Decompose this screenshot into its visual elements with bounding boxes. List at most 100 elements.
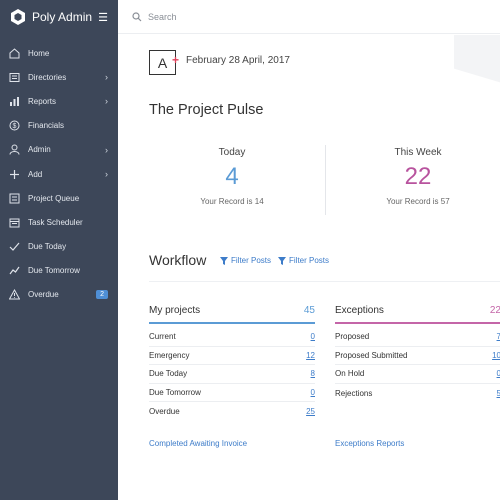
sidebar-item-directories[interactable]: Directories › xyxy=(0,65,118,89)
current-date: February 28 April, 2017 xyxy=(186,55,290,66)
sidebar-item-label: Project Queue xyxy=(28,193,80,203)
filter-posts-button[interactable]: Filter Posts xyxy=(220,256,271,265)
main-content: A + February 28 April, 2017 The Project … xyxy=(118,35,500,500)
sidebar-item-admin[interactable]: Admin › xyxy=(0,138,118,162)
sidebar-item-due-today[interactable]: Due Today xyxy=(0,235,118,259)
sidebar-item-reports[interactable]: Reports › xyxy=(0,89,118,113)
sidebar-item-label: Home xyxy=(28,48,50,58)
sidebar-item-label: Admin xyxy=(28,145,51,155)
sidebar-item-label: Due Tomorrow xyxy=(28,266,80,276)
panel-count: 45 xyxy=(303,304,315,316)
row-label: Proposed xyxy=(335,332,370,342)
table-row: Rejections 5 xyxy=(335,384,500,403)
sidebar-item-overdue[interactable]: Overdue 2 xyxy=(0,283,118,307)
row-value-link[interactable]: 25 xyxy=(306,407,315,417)
grade-badge: A + xyxy=(149,50,179,75)
sidebar-item-label: Directories xyxy=(28,72,67,82)
row-value-link[interactable]: 0 xyxy=(310,388,315,398)
completed-awaiting-invoice-link[interactable]: Completed Awaiting Invoice xyxy=(149,439,248,448)
sidebar-item-due-tomorrow[interactable]: Due Tomorrow xyxy=(0,259,118,283)
panel-accent-bar xyxy=(335,322,500,324)
warning-icon xyxy=(9,289,20,300)
workflow-title: Workflow xyxy=(149,252,207,268)
sidebar-item-label: Task Scheduler xyxy=(28,217,83,227)
row-value-link[interactable]: 7 xyxy=(496,332,500,342)
sidebar-item-financials[interactable]: $ Financials xyxy=(0,114,118,138)
row-label: Emergency xyxy=(149,350,190,360)
today-record: Your Record is 14 xyxy=(200,197,264,206)
filter-posts-button[interactable]: Filter Posts xyxy=(278,256,329,265)
plus-icon xyxy=(9,169,20,180)
sidebar-item-home[interactable]: Home xyxy=(0,41,118,65)
table-row: Proposed Submitted 10 xyxy=(335,347,500,366)
sidebar-item-label: Add xyxy=(28,169,43,179)
panel-title: Exceptions xyxy=(335,304,384,316)
table-row: On Hold 0 xyxy=(335,365,500,384)
sidebar-item-add[interactable]: Add › xyxy=(0,162,118,186)
chevron-right-icon: › xyxy=(105,144,108,155)
table-row: Overdue 25 xyxy=(149,402,315,421)
panel-count: 22 xyxy=(489,304,500,316)
row-value-link[interactable]: 8 xyxy=(310,369,315,379)
row-label: On Hold xyxy=(335,369,365,379)
row-value-link[interactable]: 10 xyxy=(492,350,500,360)
sidebar: Poly Admin ☰ Home Directories › Reports › $ Fi… xyxy=(0,0,118,500)
sidebar-item-task-scheduler[interactable]: Task Scheduler xyxy=(0,210,118,234)
brand: Poly Admin ☰ xyxy=(0,0,118,34)
today-value: 4 xyxy=(225,163,239,190)
table-row: Proposed 7 xyxy=(335,328,500,347)
svg-text:$: $ xyxy=(13,123,17,130)
filter-icon xyxy=(220,256,228,265)
topbar xyxy=(118,0,500,34)
panel-rows: Current 0 Emergency 12 Due Today 8 Due Tomorro… xyxy=(149,328,315,421)
grade-letter: A xyxy=(157,54,168,71)
panel-title: My projects xyxy=(149,304,201,316)
row-label: Rejections xyxy=(335,388,373,398)
calendar-icon xyxy=(9,217,20,228)
panel-header: Exceptions 22 xyxy=(335,299,500,321)
week-stat: This Week 22 Your Record is 57 xyxy=(330,147,500,206)
decorative-shape xyxy=(454,35,500,83)
filter-label: Filter Posts xyxy=(289,256,330,265)
row-value-link[interactable]: 12 xyxy=(306,350,315,360)
app-name: Poly Admin xyxy=(32,10,93,24)
filter-icon xyxy=(278,256,286,265)
chevron-right-icon: › xyxy=(105,169,108,180)
row-label: Current xyxy=(149,332,176,342)
count-badge: 2 xyxy=(96,290,108,300)
today-stat: Today 4 Your Record is 14 xyxy=(144,147,320,206)
row-value-link[interactable]: 0 xyxy=(310,332,315,342)
panel-header: My projects 45 xyxy=(149,299,315,321)
search-input[interactable] xyxy=(148,11,348,22)
workflow-divider xyxy=(149,281,500,282)
hamburger-menu-icon[interactable]: ☰ xyxy=(98,11,108,24)
table-row: Due Today 8 xyxy=(149,365,315,384)
my-projects-panel: My projects 45 Current 0 Emergency 12 Due To… xyxy=(149,299,315,421)
sidebar-item-project-queue[interactable]: Project Queue xyxy=(0,186,118,210)
week-record: Your Record is 57 xyxy=(386,197,450,206)
sidebar-item-label: Financials xyxy=(28,121,65,131)
directory-icon xyxy=(9,72,20,83)
week-value: 22 xyxy=(404,163,432,190)
table-row: Due Tomorrow 0 xyxy=(149,384,315,403)
dollar-icon: $ xyxy=(9,120,20,131)
row-label: Overdue xyxy=(149,407,180,417)
search-icon xyxy=(132,11,142,21)
week-label: This Week xyxy=(394,147,442,158)
row-value-link[interactable]: 0 xyxy=(496,369,500,379)
hexagon-logo-icon xyxy=(11,9,25,25)
filter-label: Filter Posts xyxy=(231,256,272,265)
panel-accent-bar xyxy=(149,322,315,324)
table-row: Emergency 12 xyxy=(149,347,315,366)
row-value-link[interactable]: 5 xyxy=(496,388,500,398)
plus-mark-icon: + xyxy=(171,53,179,67)
check-icon xyxy=(9,241,20,252)
sidebar-item-label: Reports xyxy=(28,96,57,106)
row-label: Due Tomorrow xyxy=(149,388,201,398)
today-label: Today xyxy=(218,147,246,158)
exceptions-reports-link[interactable]: Exceptions Reports xyxy=(335,439,405,448)
sidebar-item-label: Due Today xyxy=(28,242,67,252)
chevron-right-icon: › xyxy=(105,96,108,107)
sidebar-nav: Home Directories › Reports › $ Financials Admin… xyxy=(0,41,118,307)
chevron-right-icon: › xyxy=(105,72,108,83)
